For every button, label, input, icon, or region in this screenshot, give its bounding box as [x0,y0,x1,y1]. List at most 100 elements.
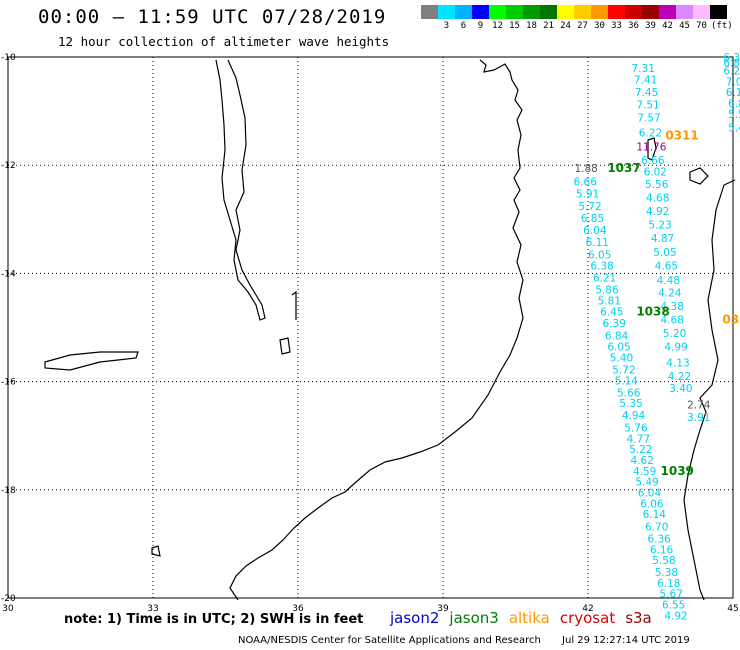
moheli-island [689,167,709,185]
wave-height-label: 7.07 [726,76,740,88]
wave-height-label: 5.72 [612,365,635,377]
wave-height-label: 6.70 [645,522,668,534]
wave-height-label: 6.8 [728,98,740,110]
wave-height-label: 6.05 [607,341,630,353]
wave-height-label: 7.31 [632,63,655,75]
credit-line: NOAA/NESDIS Center for Satellite Applica… [238,635,690,646]
lat-tick-label: -20 [1,594,16,604]
wave-height-label: 5.72 [578,201,601,213]
legend-label: 9 [477,21,484,31]
wave-height-label: 5.76 [624,423,648,435]
wave-height-label: 6.35 [723,52,740,64]
satellite-jason3: jason3 [449,609,499,627]
wave-height-label: 6.38 [590,260,613,272]
map-tick-labels: 30 33 36 39 42 45 -10 -12 -14 -16 -18 -20 [1,53,739,614]
legend-swatch [710,5,727,19]
wave-height-label: 2.74 [687,399,711,411]
wave-height-label: 4.77 [627,433,650,445]
wave-height-label: 6.39 [603,318,626,330]
wave-height-label: 6.18 [657,578,680,590]
wave-height-label: 5.14 [615,376,639,388]
lake-malawi [215,59,266,321]
wave-height-label: 4.62 [631,455,654,467]
satellite-s3a: s3a [625,609,652,627]
lat-tick-label: -16 [1,378,16,388]
legend-label: 3 [443,21,450,31]
legend-swatch [472,5,489,19]
wave-height-label: 6.04 [638,488,662,500]
wave-height-label: 6.36 [647,533,671,545]
wave-height-label: 5.81 [598,295,621,307]
legend-swatch [693,5,710,19]
wave-height-label: 4.94 [622,410,646,422]
wave-height-label: 6.16 [650,544,674,556]
wave-height-label: 5.22 [629,444,652,456]
legend-label: 33 [611,21,622,31]
legend-swatch [625,5,642,19]
legend-swatch [523,5,540,19]
wave-height-label: 5.49 [635,477,658,489]
wave-height-label: 6.04 [583,225,607,237]
legend-swatch [438,5,455,19]
credit-text: NOAA/NESDIS Center for Satellite Applica… [238,635,541,646]
wave-height-label: 5.56 [645,179,669,191]
lon-tick-label: 45 [727,604,738,614]
legend-label: 39 [645,21,656,31]
wave-height-label: 7.51 [636,100,659,112]
wave-height-label: 5.66 [617,387,641,399]
lake-western [44,351,139,371]
lon-tick-label: 36 [292,604,304,614]
timestamp-text: Jul 29 12:27:14 UTC 2019 [562,635,690,646]
legend-swatch [574,5,591,19]
legend-labels: 3 6 9 12 15 18 21 24 27 30 33 36 39 42 45 70 [421,21,727,31]
coastline [44,59,736,601]
legend-label: 21 [543,21,554,31]
legend-swatches [421,5,727,19]
legend-swatch [591,5,608,19]
wave-height-label: 5.86 [595,285,619,297]
legend-label: 18 [526,21,537,31]
wave-height-label: 6.66 [641,155,665,167]
wave-height-label: 4.92 [646,206,669,218]
map-subtitle: 12 hour collection of altimeter wave hei… [58,34,390,49]
wave-height-label: 7.45 [635,87,658,99]
wave-height-label: 6.55 [662,599,685,611]
wave-height-label: 5.58 [652,555,675,567]
pass-number-label: 1038 [636,304,669,318]
wave-height-label: 6.85 [581,213,604,225]
grande-comore [647,137,657,161]
wave-height-label: 5.05 [653,247,676,259]
color-legend: 3 6 9 12 15 18 21 24 27 30 33 36 39 42 45 70 (ft) [421,5,733,31]
wave-height-label: 4.87 [651,233,674,245]
lon-tick-label: 30 [2,604,14,614]
legend-swatch [676,5,693,19]
wave-height-label: 11.76 [636,141,666,153]
wave-height-label: 5.38 [655,567,678,579]
wave-height-label: 5.67 [660,589,683,601]
wave-height-label: 6.1 [726,87,740,99]
wave-height-label: 4.48 [657,275,680,287]
map-title: 00:00 – 11:59 UTC 07/28/2019 [38,6,387,28]
wave-height-label: 3.91 [687,412,710,424]
legend-label: 42 [662,21,673,31]
wave-height-label: 6.21 [593,273,616,285]
lon-tick-label: 39 [437,604,449,614]
footnote: note: 1) Time is in UTC; 2) SWH is in fe… [64,612,364,627]
wave-height-label: 7.57 [637,113,660,125]
satellite-jason2: jason2 [390,609,440,627]
pass-number-label: 03 [722,312,739,326]
legend-label: 36 [628,21,639,31]
wave-height-label: 4.59 [633,466,656,478]
lon-tick-label: 33 [147,604,158,614]
legend-label: 70 [696,21,707,31]
legend-swatch [540,5,557,19]
satellite-cryosat: cryosat [559,609,616,627]
legend-swatch [421,5,438,19]
wave-height-label: 4.38 [661,301,684,313]
wave-height-label: 4.68 [646,193,669,205]
wave-height-label: 4.68 [661,314,684,326]
pass-number-label: 0311 [665,128,698,142]
wave-height-label: 6.66 [574,176,598,188]
legend-swatch [557,5,574,19]
legend-label: 15 [509,21,520,31]
